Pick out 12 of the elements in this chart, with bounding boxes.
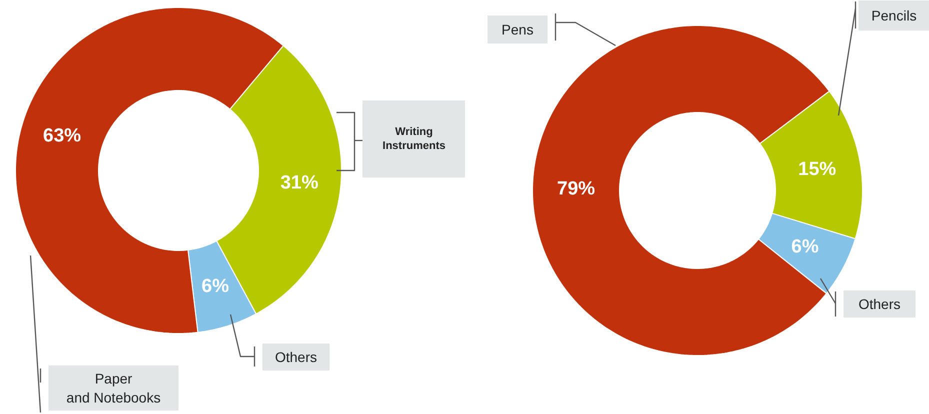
slice-label: Others: [858, 296, 901, 312]
slice-label: Paper and Notebooks: [66, 370, 161, 406]
data-label: 31%: [280, 172, 318, 194]
slice-label: Pencils: [871, 8, 917, 24]
slice-label: Pens: [502, 22, 534, 38]
data-label: 63%: [43, 125, 82, 146]
data-label: 6%: [202, 276, 230, 297]
slice-label: Others: [274, 349, 318, 365]
data-label: 79%: [557, 178, 596, 200]
data-label: 15%: [798, 158, 836, 180]
slice-label: Writing Instruments: [382, 126, 446, 152]
data-label: 6%: [791, 236, 819, 258]
